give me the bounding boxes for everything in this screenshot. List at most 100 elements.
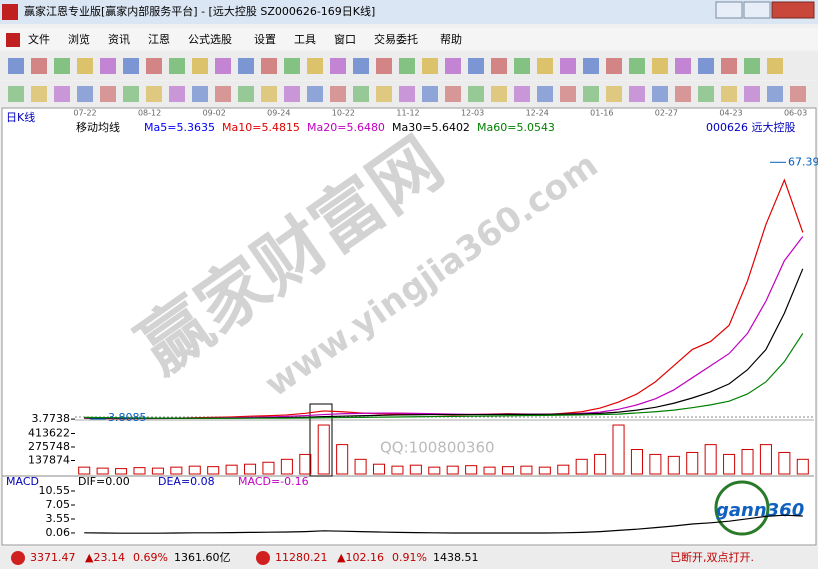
minimize[interactable] [715,1,743,19]
tool-button[interactable] [721,86,737,102]
menu-item[interactable]: 资讯 [108,33,130,46]
tool-button[interactable] [307,58,323,74]
volume-bar [667,455,680,475]
tool-button[interactable] [169,58,185,74]
tool-button[interactable] [698,86,714,102]
ma-label: Ma20=5.6480 [307,121,385,134]
tool-button[interactable] [767,58,783,74]
tool-button[interactable] [169,86,185,102]
tool-button[interactable] [353,86,369,102]
tool-button[interactable] [744,86,760,102]
menu-item[interactable]: 窗口 [334,32,356,46]
tool-button[interactable] [629,86,645,102]
tool-button[interactable] [284,86,300,102]
menu-item[interactable]: 文件 [28,32,50,46]
tool-button[interactable] [54,58,70,74]
volume-bar [465,465,478,475]
tool-button[interactable] [583,58,599,74]
volume-bar [207,466,220,475]
maximize[interactable] [743,1,771,19]
index-icon [11,551,25,565]
tool-button[interactable] [100,86,116,102]
volume-bar [538,466,551,475]
tool-button[interactable] [744,58,760,74]
volume-bar [594,453,607,475]
tool-button[interactable] [514,58,530,74]
tool-button[interactable] [307,86,323,102]
tool-button[interactable] [445,86,461,102]
tool-button[interactable] [54,86,70,102]
tool-button[interactable] [330,58,346,74]
tool-button[interactable] [376,58,392,74]
tool-button[interactable] [583,86,599,102]
tool-button[interactable] [330,86,346,102]
tool-button[interactable] [629,58,645,74]
tool-button[interactable] [215,58,231,74]
tool-button[interactable] [284,58,300,74]
tool-button[interactable] [353,58,369,74]
tool-button[interactable] [31,58,47,74]
menu-item[interactable]: 设置 [254,33,276,46]
menu-item[interactable]: 帮助 [440,32,462,46]
tool-button[interactable] [560,86,576,102]
tool-button[interactable] [422,86,438,102]
tool-button[interactable] [146,86,162,102]
tool-button[interactable] [8,86,24,102]
tool-button[interactable] [721,58,737,74]
tool-button[interactable] [399,58,415,74]
tool-button[interactable] [146,58,162,74]
tool-button[interactable] [606,58,622,74]
menu-item[interactable]: 江恩 [148,33,170,46]
volume-bar [557,464,570,475]
tool-button[interactable] [491,58,507,74]
tool-button[interactable] [422,58,438,74]
tool-button[interactable] [77,86,93,102]
tool-button[interactable] [537,58,553,74]
tool-button[interactable] [192,86,208,102]
tool-button[interactable] [31,86,47,102]
tool-button[interactable] [8,58,24,74]
tool-button[interactable] [560,58,576,74]
tool-button[interactable] [675,86,691,102]
date-label: 07-22 [73,109,96,118]
tool-button[interactable] [698,58,714,74]
tool-button[interactable] [399,86,415,102]
ma-label: Ma30=5.6402 [392,121,470,134]
tool-button[interactable] [606,86,622,102]
status-text: 0.69% [133,551,168,564]
menu-item[interactable]: 公式选股 [188,33,232,46]
volume-bar [446,465,459,475]
tool-button[interactable] [261,86,277,102]
volume-bar [280,458,293,475]
tool-button[interactable] [468,86,484,102]
tool-button[interactable] [261,58,277,74]
y-tick-label: 413622 [28,427,70,440]
tool-button[interactable] [215,86,231,102]
tool-button[interactable] [123,58,139,74]
tool-button[interactable] [767,86,783,102]
tool-button[interactable] [123,86,139,102]
volume-bar [575,458,588,475]
tool-button[interactable] [77,58,93,74]
tool-button[interactable] [445,58,461,74]
menu-item[interactable]: 交易委托 [374,32,418,46]
tool-button[interactable] [790,86,806,102]
tool-button[interactable] [468,58,484,74]
tool-button[interactable] [514,86,530,102]
tool-button[interactable] [652,86,668,102]
menu-item[interactable]: 工具 [294,33,316,46]
volume-bar [170,466,183,475]
close[interactable] [771,1,815,19]
tool-button[interactable] [238,86,254,102]
tool-button[interactable] [537,86,553,102]
tool-button[interactable] [238,58,254,74]
ma-label: Ma10=5.4815 [222,121,300,134]
volume-bar [151,467,164,475]
tool-button[interactable] [652,58,668,74]
tool-button[interactable] [192,58,208,74]
tool-button[interactable] [675,58,691,74]
menu-item[interactable]: 浏览 [68,32,90,46]
tool-button[interactable] [491,86,507,102]
tool-button[interactable] [376,86,392,102]
tool-button[interactable] [100,58,116,74]
